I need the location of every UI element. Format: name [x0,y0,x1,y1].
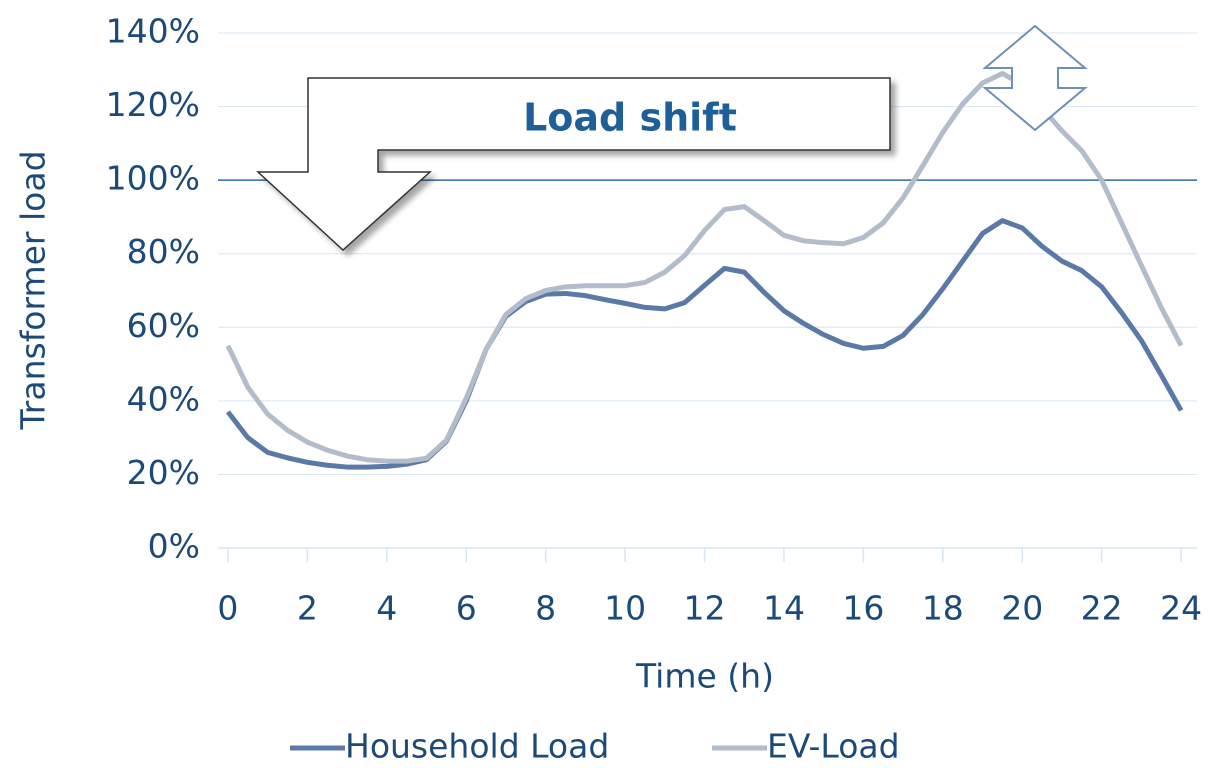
plot-area: 0%20%40%60%80%100%120%140%0 2 4 6 8 10 12 14 16 1… [106,12,1202,628]
x-tick-label: 22 [1081,589,1123,628]
y-tick-label: 80% [127,232,200,271]
y-tick-label: 40% [127,379,200,418]
y-tick-label: 120% [106,85,200,124]
x-axis-title: Time (h) [635,657,774,696]
y-tick-label: 140% [106,12,200,51]
annotation: Load shift [523,96,737,140]
x-tick-label: 10 [604,589,646,628]
double-arrow [982,24,1088,132]
y-tick-label: 100% [106,159,200,198]
x-tick-label: 4 [376,589,397,628]
x-tick-label: 14 [763,589,805,628]
legend-label: EV-Load [767,727,900,766]
series-line [225,218,1184,470]
legend-label: Household Load [345,727,609,766]
x-tick-label: 2 [297,589,318,628]
x-tick-label: 24 [1160,589,1202,628]
x-tick-label: 6 [456,589,477,628]
y-tick-label: 20% [127,453,200,492]
x-tick-label: 12 [684,589,726,628]
x-tick-label: 0 [217,589,238,628]
load-shift-arrow [256,77,891,252]
y-axis-title: Transformer load [14,150,53,430]
y-tick-label: 60% [127,306,200,345]
x-tick-label: 20 [1001,589,1043,628]
x-tick-label: 16 [842,589,884,628]
x-tick-label: 18 [922,589,964,628]
y-tick-label: 0% [148,527,200,566]
x-tick-label: 8 [535,589,556,628]
